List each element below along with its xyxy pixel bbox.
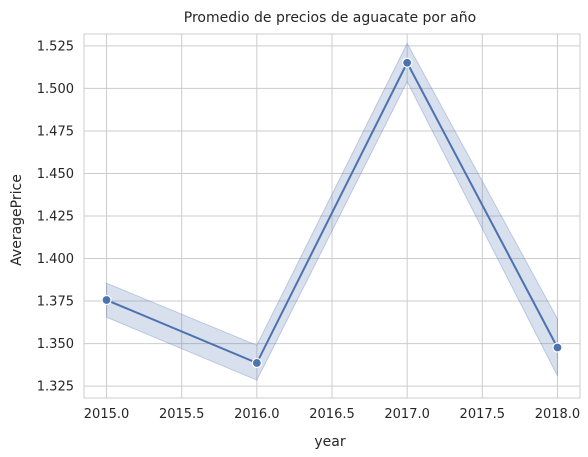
y-tick-label: 1.425	[37, 210, 74, 225]
y-tick-label: 1.375	[37, 295, 74, 310]
series-line-layer	[106, 61, 559, 364]
plot-border	[83, 33, 581, 399]
data-point	[101, 294, 112, 306]
x-tick-label: 2017.0	[384, 407, 430, 422]
y-tick-label: 1.325	[37, 380, 74, 395]
y-tick-label: 1.350	[37, 337, 74, 352]
data-point	[402, 57, 413, 68]
x-tick-label: 2018.0	[535, 407, 581, 422]
y-tick-label: 1.450	[37, 167, 74, 182]
y-axis-label: AveragePrice	[9, 174, 25, 266]
series-line	[106, 61, 559, 364]
y-tick-label: 1.475	[37, 124, 74, 139]
y-tick-label: 1.500	[37, 82, 74, 97]
y-axis-ticks: 1.325 1.350 1.375 1.400 1.425 1.450 1.475 1.500…	[37, 39, 74, 394]
plot-area	[83, 33, 581, 399]
x-tick-label: 2015.5	[159, 407, 205, 422]
x-tick-label: 2017.5	[460, 407, 506, 422]
x-axis-ticks: 2015.0 2015.5 2016.0 2016.5 2017.0 2017.5 2018…	[84, 407, 580, 422]
x-tick-label: 2015.0	[84, 407, 130, 422]
y-tick-label: 1.525	[37, 39, 74, 54]
data-point	[251, 357, 262, 369]
marker-layer	[101, 57, 563, 369]
data-point	[552, 342, 563, 353]
grid	[84, 34, 580, 398]
y-tick-label: 1.400	[37, 252, 74, 267]
x-axis-label: year	[314, 434, 345, 450]
x-tick-label: 2016.5	[309, 407, 355, 422]
chart-title: Promedio de precios de aguacate por año	[184, 10, 476, 26]
x-tick-label: 2016.0	[234, 407, 280, 422]
